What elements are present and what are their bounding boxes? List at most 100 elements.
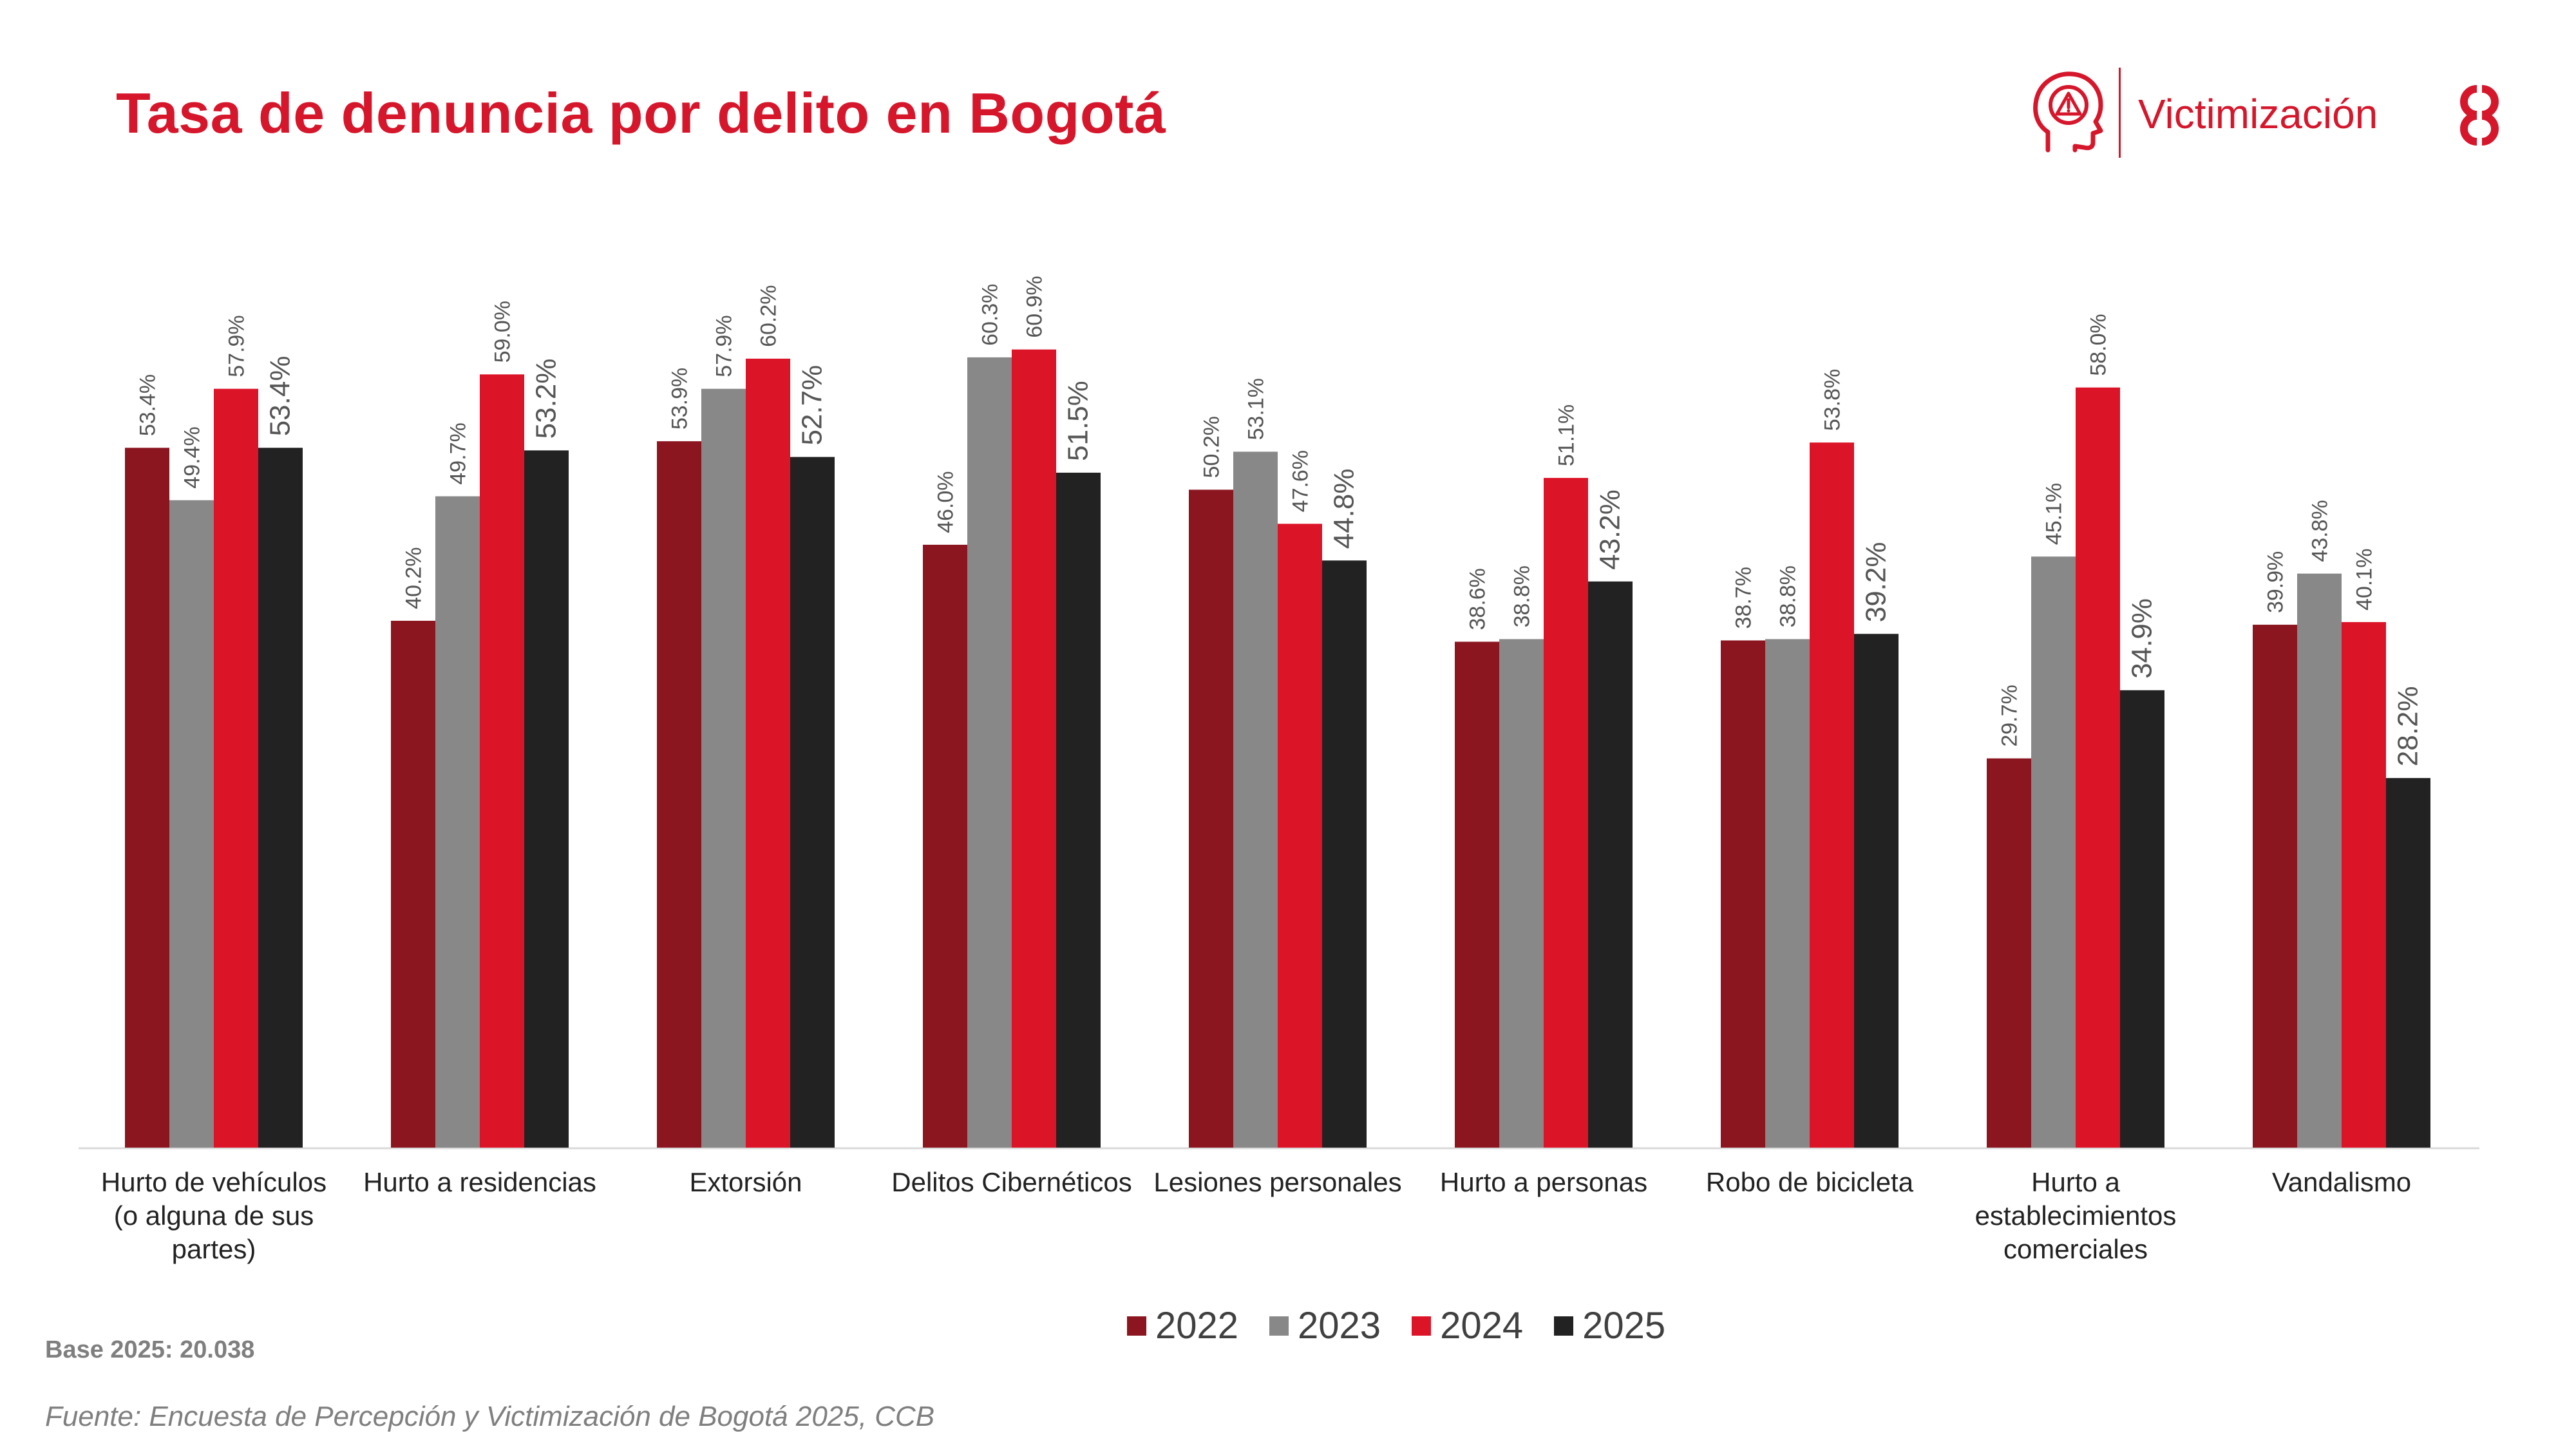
data-label: 44.8% [1329, 469, 1360, 549]
legend-label: 2025 [1582, 1305, 1666, 1347]
data-label: 38.8% [1776, 565, 1801, 627]
bar-2023-7 [2031, 556, 2076, 1148]
bar-2022-3 [923, 544, 967, 1148]
chart-legend: 2022 2023 2024 2025 [1127, 1304, 1665, 1347]
legend-label: 2024 [1440, 1305, 1524, 1347]
category-label: Hurto a [2031, 1167, 2120, 1197]
category-label: Extorsión [689, 1167, 802, 1197]
category-label: establecimientos [1975, 1200, 2177, 1231]
data-label: 49.7% [446, 422, 471, 484]
bar-2023-6 [1765, 639, 1810, 1148]
bar-2024-2 [746, 358, 790, 1148]
legend-swatch [1554, 1316, 1574, 1336]
bar-2022-7 [1987, 758, 2031, 1148]
bar-2025-2 [790, 457, 835, 1148]
bar-2023-2 [701, 388, 746, 1148]
bar-2024-1 [480, 374, 524, 1148]
legend-label: 2023 [1298, 1305, 1381, 1347]
section-label: Victimización [2138, 91, 2378, 137]
bar-2022-6 [1721, 640, 1765, 1148]
sample-base: Base 2025: 20.038 [45, 1336, 255, 1363]
category-label: Delitos Cibernéticos [891, 1167, 1132, 1197]
category-label: (o alguna de sus [114, 1200, 314, 1231]
data-label: 45.1% [2042, 483, 2067, 545]
data-label: 39.9% [2264, 551, 2288, 613]
category-label: Vandalismo [2272, 1167, 2411, 1197]
data-label: 53.4% [136, 374, 160, 436]
data-label: 50.2% [1200, 416, 1224, 478]
data-label: 53.9% [668, 368, 692, 430]
data-label: 60.2% [757, 285, 781, 347]
data-label: 53.8% [1821, 369, 1845, 431]
bar-2024-0 [214, 388, 258, 1148]
bar-2022-8 [2253, 625, 2297, 1148]
bar-2024-3 [1012, 349, 1056, 1148]
bar-2023-3 [967, 357, 1012, 1148]
head-warning-icon [2033, 71, 2103, 153]
data-label: 46.0% [934, 471, 958, 533]
bar-2023-1 [435, 496, 480, 1148]
divider [2119, 68, 2121, 158]
legend-label: 2022 [1155, 1305, 1239, 1347]
data-label: 34.9% [2126, 598, 2158, 679]
data-label: 53.1% [1244, 378, 1269, 440]
legend-item-2025: 2025 [1554, 1304, 1665, 1347]
bar-2022-2 [657, 441, 701, 1148]
bar-2025-7 [2120, 690, 2164, 1148]
bar-2023-8 [2297, 573, 2342, 1148]
bar-2025-8 [2386, 778, 2430, 1148]
page-title: Tasa de denuncia por delito en Bogotá [116, 81, 1166, 145]
data-label: 51.5% [1063, 381, 1094, 461]
legend-item-2024: 2024 [1412, 1304, 1523, 1347]
bar-2025-0 [258, 448, 303, 1148]
legend-swatch [1127, 1316, 1146, 1336]
data-label: 47.6% [1289, 450, 1313, 512]
data-label: 38.8% [1510, 565, 1535, 627]
legend-item-2022: 2022 [1127, 1304, 1238, 1347]
data-label: 43.2% [1595, 489, 1626, 570]
data-label: 52.7% [797, 365, 828, 446]
category-label: Hurto a residencias [363, 1167, 596, 1197]
bar-2024-4 [1278, 524, 1322, 1148]
data-label: 53.4% [265, 356, 296, 437]
bar-2022-0 [125, 448, 169, 1148]
category-label: partes) [172, 1234, 256, 1264]
data-label: 53.2% [531, 359, 562, 439]
data-label: 51.1% [1555, 404, 1579, 466]
bar-2025-1 [524, 450, 569, 1148]
data-label: 57.9% [225, 315, 249, 377]
data-label: 29.7% [1998, 685, 2022, 746]
data-label: 38.7% [1732, 567, 1756, 629]
bar-2023-5 [1499, 639, 1544, 1148]
data-label: 38.6% [1466, 568, 1490, 630]
data-label: 40.2% [402, 547, 426, 609]
category-label: Hurto a personas [1440, 1167, 1647, 1197]
ccb-logo-icon [2460, 85, 2499, 146]
data-label: 28.2% [2392, 686, 2424, 766]
category-label: Hurto de vehículos [101, 1167, 327, 1197]
bar-2025-5 [1588, 581, 1633, 1148]
bar-2023-4 [1233, 451, 1278, 1148]
bar-2022-5 [1455, 641, 1499, 1148]
bar-2025-6 [1854, 634, 1899, 1148]
category-label: Lesiones personales [1153, 1167, 1401, 1197]
section-badge: Victimización [2029, 64, 2531, 161]
bar-2025-3 [1056, 472, 1101, 1148]
legend-swatch [1269, 1316, 1289, 1336]
data-label: 40.1% [2353, 549, 2377, 611]
data-label: 39.2% [1861, 542, 1892, 623]
legend-item-2023: 2023 [1269, 1304, 1381, 1347]
data-label: 57.9% [712, 315, 737, 377]
bar-2022-4 [1189, 489, 1233, 1148]
bar-2025-4 [1322, 560, 1367, 1148]
data-label: 60.9% [1023, 276, 1047, 337]
data-label: 58.0% [2087, 314, 2111, 375]
data-label: 60.3% [978, 283, 1003, 345]
bar-2024-6 [1810, 442, 1854, 1148]
source-note: Fuente: Encuesta de Percepción y Victimi… [45, 1401, 935, 1432]
data-label: 49.4% [180, 426, 205, 488]
data-label: 43.8% [2308, 500, 2333, 562]
category-label: comerciales [2003, 1234, 2148, 1264]
bar-2022-1 [391, 620, 435, 1148]
